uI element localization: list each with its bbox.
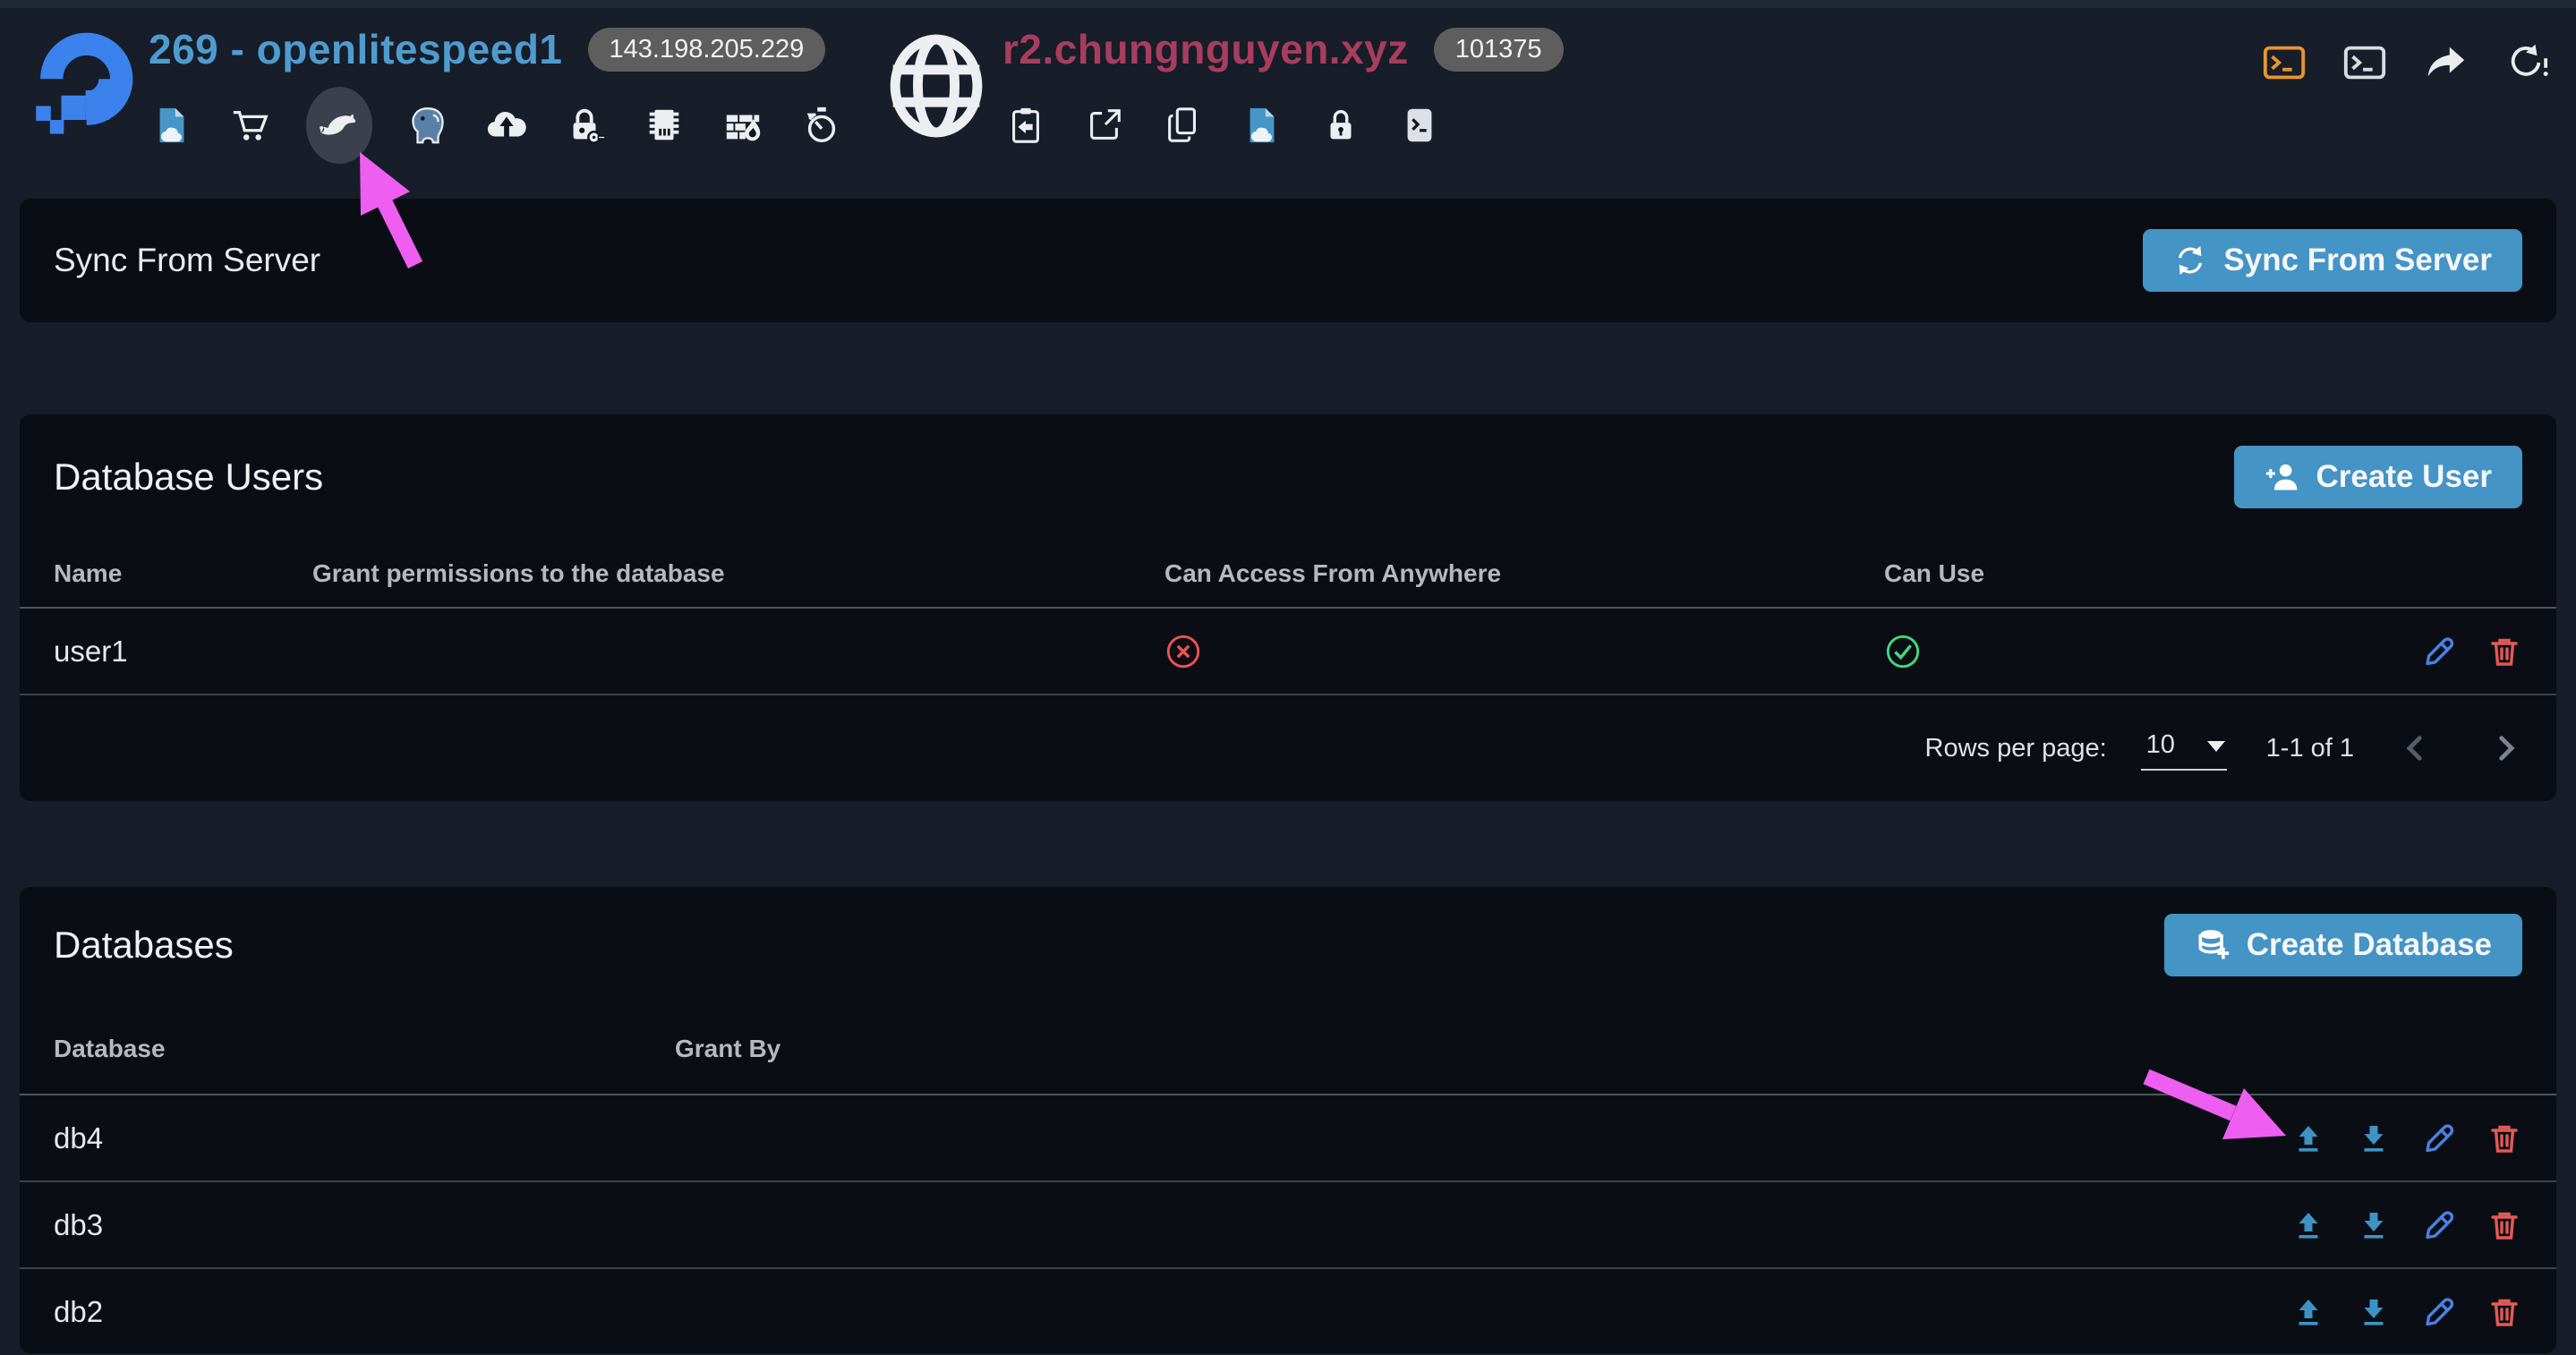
firewall-icon[interactable] [720,91,766,159]
database-row: db2 [20,1269,2556,1353]
col-database: Database [54,1034,166,1062]
postgresql-icon[interactable] [405,91,451,159]
databases-table-header: Database Grant By [20,1003,2556,1095]
sync-bar: Sync From Server Sync From Server [20,199,2556,322]
import-database-icon[interactable] [2290,1207,2326,1243]
sync-icon [2179,245,2203,276]
dropdown-caret-icon [2206,741,2225,752]
cron-timer-icon[interactable] [798,91,845,159]
database-name: db3 [54,1207,104,1241]
databases-card: Databases Create Database Database Grant… [20,887,2556,1353]
lock-icon[interactable] [1318,91,1364,159]
store-icon[interactable] [227,91,274,159]
create-database-button[interactable]: Create Database [2163,914,2522,976]
header: 269 - openlitespeed1 143.198.205.229 [0,0,2576,190]
header-actions [2261,39,2549,86]
site-group: r2.chungnguyen.xyz 101375 [884,18,1564,161]
sync-bar-label: Sync From Server [54,242,321,278]
databases-title: Databases [54,924,234,966]
rows-per-page-label: Rows per page: [1924,733,2107,763]
database-name: db2 [54,1294,104,1328]
user-name: user1 [54,634,128,668]
delete-database-icon[interactable] [2486,1294,2522,1330]
export-database-icon[interactable] [2356,1207,2392,1243]
server-info: 269 - openlitespeed1 143.198.205.229 [149,21,845,164]
file-manager-icon[interactable] [149,91,195,159]
person-add-icon [2265,464,2297,490]
database-row: db4 [20,1095,2556,1182]
site-domain: r2.chungnguyen.xyz [1002,26,1409,72]
external-link-icon[interactable] [1081,91,1128,159]
database-add-icon [2198,930,2229,959]
database-name: db4 [54,1121,104,1155]
import-database-icon[interactable] [2290,1121,2326,1156]
delete-user-icon[interactable] [2486,634,2522,669]
reload-alert-icon[interactable] [2503,39,2549,86]
edit-database-icon[interactable] [2421,1294,2457,1330]
edit-database-icon[interactable] [2421,1121,2457,1156]
export-database-icon[interactable] [2356,1121,2392,1156]
ssl-lock-key-icon[interactable] [562,91,609,159]
terminal-icon[interactable] [2341,39,2388,86]
top-strip [0,0,2576,8]
database-users-card: Database Users Create User Name Grant pe… [20,414,2556,801]
previous-page-icon[interactable] [2401,733,2431,763]
cloud-backup-icon[interactable] [483,91,530,159]
delete-database-icon[interactable] [2486,1207,2522,1243]
terminal-orange-icon[interactable] [2261,39,2307,86]
next-page-icon[interactable] [2490,733,2521,763]
server-ip-badge: 143.198.205.229 [587,27,826,72]
users-pagination: Rows per page: 10 1-1 of 1 [20,695,2556,801]
import-database-icon[interactable] [2290,1294,2326,1330]
col-grant-by: Grant By [675,1034,781,1062]
edit-database-icon[interactable] [2421,1207,2457,1243]
file-cloud-icon[interactable] [1239,91,1285,159]
col-can-access-anywhere: Can Access From Anywhere [1164,558,1502,587]
site-id-badge: 101375 [1433,27,1564,72]
delete-database-icon[interactable] [2486,1121,2522,1156]
server-title: 269 - openlitespeed1 [149,26,563,72]
database-row: db3 [20,1182,2556,1269]
circle-x-icon [1166,635,1200,668]
col-name: Name [54,558,123,587]
site-info: r2.chungnguyen.xyz 101375 [1002,21,1564,161]
edit-user-icon[interactable] [2421,634,2457,669]
rows-per-page-select[interactable]: 10 [2140,726,2227,771]
server-icon-row [149,87,845,164]
create-user-button[interactable]: Create User [2233,446,2522,508]
main: Sync From Server Sync From Server Databa… [0,199,2576,1353]
clipboard-restore-icon[interactable] [1002,91,1049,159]
globe-icon [890,34,983,138]
site-icon-row [1002,89,1564,161]
server-group: 269 - openlitespeed1 143.198.205.229 [20,18,845,164]
digitalocean-logo-icon [20,32,133,154]
database-users-title: Database Users [54,456,324,498]
sync-from-server-button[interactable]: Sync From Server [2143,229,2522,292]
user-row: user1 [20,609,2556,695]
terminal-file-icon[interactable] [1396,91,1443,159]
col-can-use: Can Use [1884,558,1985,587]
col-grant-permissions: Grant permissions to the database [312,558,725,587]
export-database-icon[interactable] [2356,1294,2392,1330]
copy-icon[interactable] [1160,91,1207,159]
mysql-icon[interactable] [306,87,372,164]
circle-check-icon [1886,635,1920,668]
pagination-range: 1-1 of 1 [2265,733,2354,763]
users-table-header: Name Grant permissions to the database C… [20,540,2556,609]
share-icon[interactable] [2422,39,2469,86]
memory-icon[interactable] [641,91,687,159]
